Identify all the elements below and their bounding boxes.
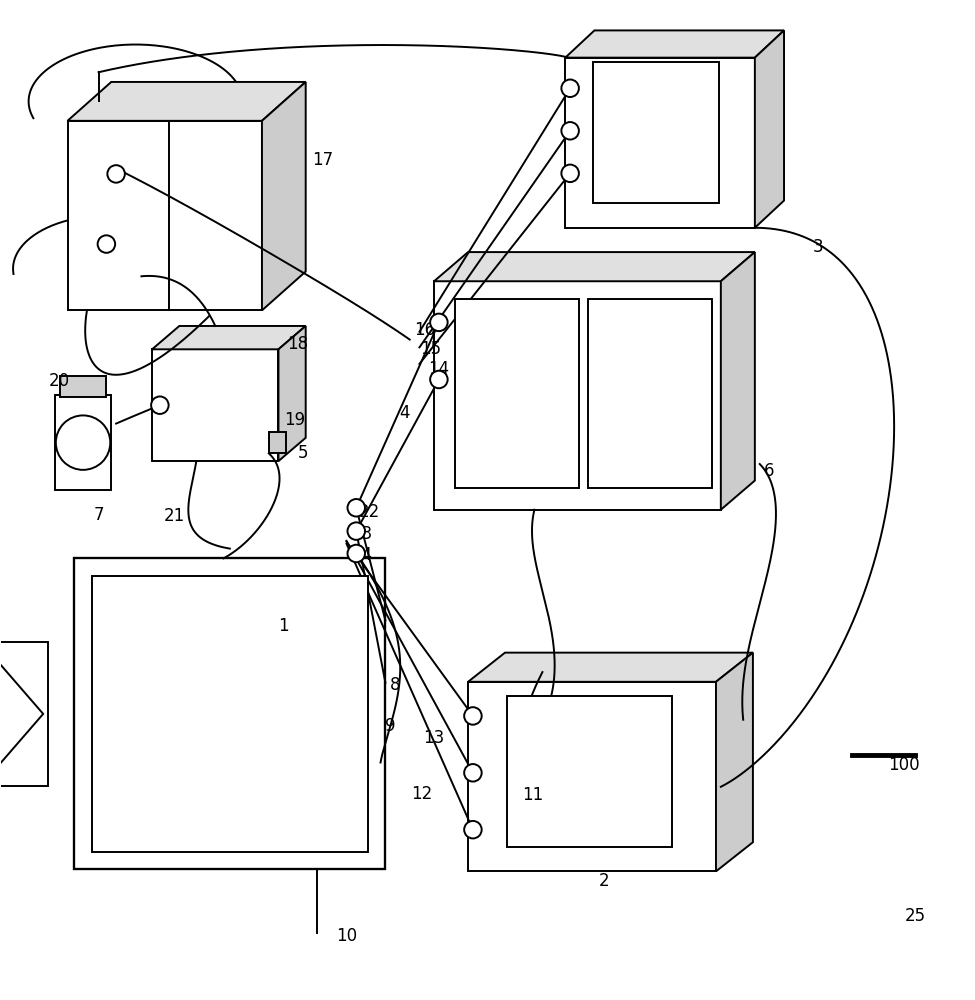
Bar: [507, 696, 672, 847]
Polygon shape: [434, 281, 721, 510]
Polygon shape: [152, 349, 279, 461]
Circle shape: [98, 235, 115, 253]
Bar: [455, 299, 579, 488]
Circle shape: [464, 821, 482, 838]
Bar: [589, 299, 712, 488]
Circle shape: [151, 396, 169, 414]
Polygon shape: [468, 682, 716, 871]
Circle shape: [430, 371, 448, 388]
Text: 100: 100: [888, 756, 919, 774]
Text: 14: 14: [428, 360, 449, 378]
Text: 21: 21: [164, 507, 185, 525]
Polygon shape: [755, 30, 784, 228]
Circle shape: [56, 415, 110, 470]
Text: 1: 1: [278, 617, 289, 635]
Bar: [59, 376, 106, 397]
Bar: [593, 62, 719, 203]
Bar: [269, 432, 287, 453]
Text: 17: 17: [312, 151, 332, 169]
Polygon shape: [468, 653, 753, 682]
Circle shape: [347, 545, 365, 562]
Polygon shape: [721, 252, 755, 510]
Polygon shape: [566, 58, 755, 228]
Bar: [92, 576, 368, 852]
Circle shape: [430, 314, 448, 331]
Circle shape: [562, 80, 579, 97]
Text: 10: 10: [336, 927, 357, 945]
Bar: [74, 558, 385, 869]
Text: 8: 8: [390, 676, 401, 694]
Polygon shape: [279, 326, 306, 461]
Polygon shape: [566, 30, 784, 58]
Circle shape: [464, 707, 482, 725]
Bar: [55, 395, 111, 490]
Polygon shape: [152, 326, 306, 349]
Circle shape: [562, 165, 579, 182]
Text: 4: 4: [400, 403, 410, 422]
Circle shape: [562, 122, 579, 140]
Text: 5: 5: [297, 444, 308, 462]
Text: 20: 20: [49, 372, 70, 390]
Polygon shape: [434, 252, 755, 281]
Polygon shape: [716, 653, 753, 871]
Text: 22: 22: [358, 503, 379, 521]
Text: 2: 2: [599, 872, 609, 890]
Text: 9: 9: [385, 717, 396, 735]
Text: 13: 13: [423, 729, 445, 747]
Text: 23: 23: [351, 525, 372, 543]
Bar: [0, 642, 48, 786]
Text: 16: 16: [413, 321, 435, 339]
Polygon shape: [262, 82, 306, 310]
Circle shape: [107, 165, 125, 183]
Text: 3: 3: [813, 238, 823, 256]
Text: 6: 6: [764, 462, 775, 480]
Text: 12: 12: [410, 785, 432, 803]
Polygon shape: [67, 82, 306, 121]
Circle shape: [347, 522, 365, 540]
Text: 25: 25: [905, 907, 926, 925]
Text: 11: 11: [523, 786, 544, 804]
Polygon shape: [67, 121, 262, 310]
Circle shape: [464, 764, 482, 782]
Text: 24: 24: [352, 546, 372, 564]
Circle shape: [347, 499, 365, 517]
Text: 15: 15: [420, 340, 442, 358]
Text: 19: 19: [285, 411, 305, 429]
Text: 18: 18: [288, 335, 308, 353]
Text: 7: 7: [94, 506, 104, 524]
